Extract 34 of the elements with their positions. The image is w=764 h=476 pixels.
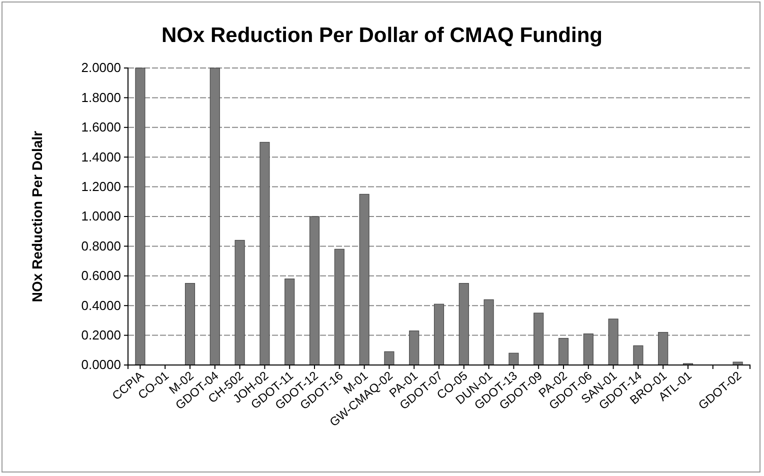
bar	[309, 216, 320, 366]
y-tick-label: 1.0000	[81, 208, 121, 224]
bar	[583, 334, 594, 366]
y-tick-label: 0.2000	[81, 327, 121, 342]
y-tick-label: 1.6000	[81, 120, 121, 135]
bar	[359, 194, 370, 366]
bar	[608, 318, 618, 366]
y-tick-label: 1.2000	[81, 178, 121, 194]
y-axis-title: NOx Reduction Per Dolalr	[29, 130, 45, 302]
y-tick-label: 0.0000	[81, 357, 121, 372]
bar	[484, 299, 494, 366]
bar	[184, 283, 196, 366]
bar	[384, 351, 394, 366]
chart-title: NOx Reduction Per Dollar of CMAQ Funding	[162, 24, 602, 47]
bar	[334, 248, 344, 366]
bar	[458, 283, 469, 366]
bar	[658, 332, 668, 366]
bar	[260, 142, 270, 366]
y-tick-label: 0.8000	[81, 238, 121, 254]
bar	[434, 304, 444, 366]
y-tick-label: 0.4000	[81, 298, 121, 313]
y-tick-label: 0.6000	[81, 268, 121, 284]
bar	[558, 338, 569, 366]
bar	[284, 278, 295, 366]
bar	[508, 352, 519, 366]
bar	[534, 312, 544, 366]
bar	[210, 68, 220, 366]
bar	[409, 330, 420, 366]
bar	[135, 68, 146, 366]
bar	[234, 240, 245, 366]
y-tick-label: 2.0000	[81, 60, 121, 76]
y-tick-label: 1.8000	[81, 90, 121, 105]
bar	[633, 345, 644, 366]
y-tick-label: 1.4000	[81, 149, 121, 164]
